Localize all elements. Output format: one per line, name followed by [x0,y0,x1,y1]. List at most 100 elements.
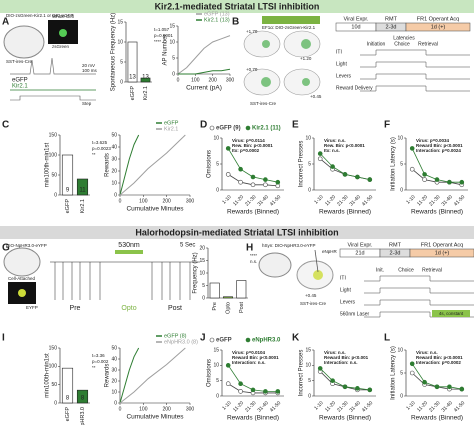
point [422,172,427,177]
y-tick-label: 5 [202,283,205,289]
stat: Rew. Bin: p<0.0001 [232,143,273,148]
point [434,384,440,390]
panel-letter: H [246,243,253,254]
point [355,174,360,180]
stat: Virus: n.s. [324,350,346,355]
y-tick-label: 10 [111,180,117,186]
y-tick-label: 40 [111,356,117,362]
x-tick-label: 11-20 [324,194,337,207]
x-tick-label: 0 [119,406,122,412]
y-axis-label: Rewards [105,364,111,388]
fiber [314,249,319,273]
bar [223,296,233,299]
laser-box [432,310,470,317]
y-tick-label: 15 [169,23,175,29]
duration: 1d (+) [435,250,450,256]
x-tick-label: 11-20 [232,400,245,413]
y-tick-label: 5 [400,161,403,167]
coord: +1.70 [246,29,258,34]
cell [18,289,26,297]
y-tick-label: 10 [305,363,311,369]
y-axis-label: Omissions [207,359,213,387]
legend-label: eNpHR3.0 [252,338,281,344]
point [422,379,427,385]
label: EYFP [26,305,38,310]
point [409,361,415,367]
bar [61,154,74,196]
point [250,182,256,188]
bar [76,389,89,404]
y-axis-label: Initiation Latency (s) [391,137,397,191]
point [250,174,256,180]
y-tick-label: 15 [199,258,205,264]
point [447,179,452,185]
panel-letter: C [2,120,9,131]
point [263,182,268,188]
x-tick-label: 200 [162,406,171,412]
point [330,164,335,169]
spikes [50,261,200,300]
row-label: Light [340,287,351,293]
stat: Itx: n.s. [324,148,340,153]
panel-letter: G [2,243,10,254]
stat: p=0.0001 [154,33,173,38]
legend-label: eGFP [216,338,232,344]
stat: **** [154,39,161,44]
point [275,179,281,185]
panel-letter: F [384,120,390,131]
point [275,389,281,394]
panel-letter: K [292,333,300,344]
brain-icon [3,25,45,59]
duration: 21d [355,250,364,256]
row-label: ITI [340,275,346,281]
label: Whole Cell [52,14,74,19]
row-trace [364,299,474,306]
banner: Kir2.1-mediated Striatal LTSI inhibition [155,1,320,11]
y-tick-label: 10 [213,363,219,369]
x-tick-label: eGFP [130,86,136,101]
y-tick-label: 100 [49,152,58,158]
point [238,381,243,387]
stat: Reward Bin: p<0.0001 [232,355,279,360]
y-tick-label: 5 [308,161,311,167]
event: Choice [398,267,414,273]
y-tick-label: 40 [111,144,117,150]
y-axis-label: Spontaneous Frequency (Hz) [111,13,117,91]
stat: Virus: n.s. [324,138,346,143]
stage: RMT [385,16,398,22]
y-tick-label: 0 [216,187,219,193]
legend-marker [209,125,215,131]
bar [127,41,138,83]
series-line [227,365,278,392]
label: eNpHR [322,249,338,254]
legend-marker [209,337,215,343]
cell [59,29,67,37]
x-axis-label: Rewards (Binned) [227,209,279,216]
legend-label: Kir2.1 (13) [204,17,230,23]
label: Kir2.1 [12,84,28,90]
row-label: Reward Delivery [336,85,373,91]
y-tick-label: 50 [111,132,117,138]
legend-label: eGFP (13) [204,11,230,17]
x-tick-label: 100 [139,198,148,204]
y-tick-label: 50 [111,345,117,351]
point [225,381,231,387]
stat: Reward Bin: p<0.0001 [416,143,463,148]
label: SST-ires-Cre [250,101,276,106]
stat: ** [92,365,96,370]
y-tick-label: 0 [54,400,57,406]
stat: p=0.002 [92,359,109,364]
stat: t=3.36 [92,353,105,358]
label: eGFP [12,78,28,84]
point [342,384,348,390]
stat: Interaction: p=0.0024 [416,148,461,153]
y-tick-label: 15 [117,19,123,25]
y-tick-label: 0 [172,71,175,77]
x-axis-label: Rewards (Binned) [319,209,371,216]
stat: Interaction: n.s. [324,360,358,365]
point [263,177,268,182]
y-tick-label: 150 [49,132,58,138]
label: Post [168,305,182,312]
coord: +0.70 [246,67,258,72]
label: 5 Sec [180,243,195,249]
